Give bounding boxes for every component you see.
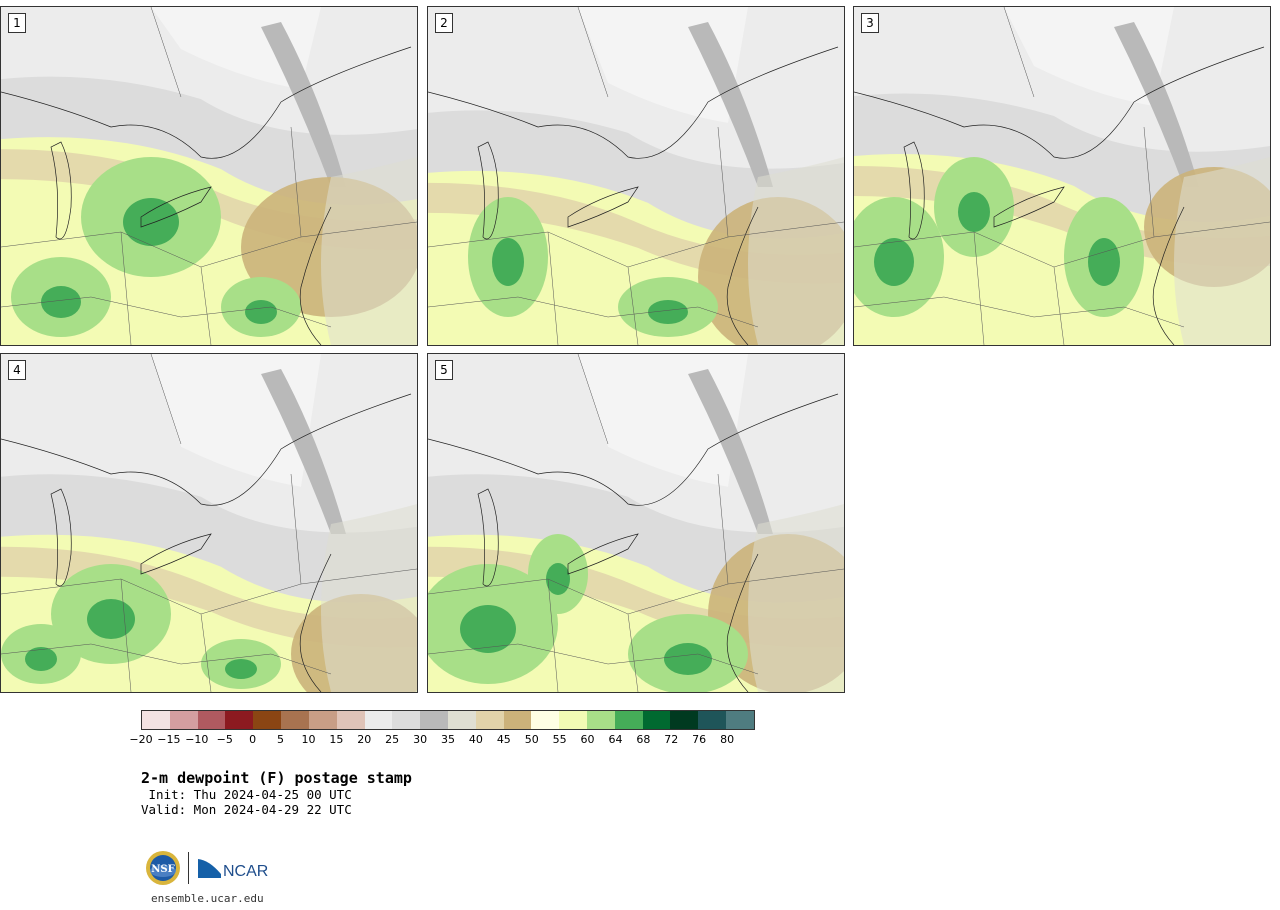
- ensemble-member-panel-3[interactable]: 3: [853, 6, 1271, 346]
- colorbar-tick-label: 64: [608, 733, 623, 746]
- colorbar-swatch: [475, 711, 504, 729]
- colorbar-tick-label: 45: [496, 733, 511, 746]
- colorbar-swatch: [614, 711, 643, 729]
- colorbar-swatch: [336, 711, 365, 729]
- colorbar-swatch: [169, 711, 198, 729]
- colorbar-tick-label: −5: [216, 733, 233, 746]
- colorbar-tick-label: 25: [385, 733, 400, 746]
- colorbar-swatch: [308, 711, 337, 729]
- plot-title: 2-m dewpoint (F) postage stamp: [141, 769, 412, 787]
- colorbar-swatch: [420, 711, 448, 729]
- sponsor-logos: NSF NCAR: [145, 850, 275, 890]
- colorbar-tick-label: −10: [185, 733, 209, 746]
- colorbar-swatch: [587, 711, 615, 729]
- dewpoint-colorbar: [141, 710, 755, 730]
- panel-number-label: 3: [861, 13, 879, 33]
- colorbar-swatch: [642, 711, 671, 729]
- dewpoint-map-1: [1, 7, 417, 345]
- colorbar-swatch: [225, 711, 254, 729]
- init-time: Init: Thu 2024-04-25 00 UTC: [141, 787, 352, 802]
- colorbar-tick-label: 30: [413, 733, 428, 746]
- colorbar-tick-label: −20: [129, 733, 153, 746]
- colorbar-swatch: [392, 711, 421, 729]
- colorbar-tick-label: −15: [157, 733, 181, 746]
- logo-divider: [188, 852, 189, 884]
- colorbar-swatch: [559, 711, 587, 729]
- website-url: ensemble.ucar.edu: [151, 892, 264, 905]
- colorbar-tick-label: 40: [468, 733, 483, 746]
- dewpoint-map-2: [428, 7, 844, 345]
- ensemble-member-panel-1[interactable]: 1: [0, 6, 418, 346]
- colorbar-tick-label: 72: [664, 733, 679, 746]
- colorbar-tick-label: 80: [720, 733, 735, 746]
- colorbar-swatch: [197, 711, 226, 729]
- panel-number-label: 1: [8, 13, 26, 33]
- nsf-logo-icon: NSF: [146, 851, 180, 885]
- colorbar-swatch: [531, 711, 560, 729]
- colorbar-tick-label: 76: [692, 733, 707, 746]
- panel-number-label: 4: [8, 360, 26, 380]
- colorbar-tick-label: 0: [249, 733, 257, 746]
- colorbar-tick-labels: −20 −15 −10 −5 0 5 10 15 20 25 30 35 40 45 50 55 60 64 68 7…: [129, 733, 755, 747]
- colorbar-tick-label: 10: [301, 733, 316, 746]
- svg-text:NCAR: NCAR: [223, 863, 268, 880]
- colorbar-swatch: [142, 711, 170, 729]
- dewpoint-map-5: [428, 354, 844, 692]
- dewpoint-map-4: [1, 354, 417, 692]
- colorbar-tick-label: 5: [277, 733, 285, 746]
- colorbar-swatch: [253, 711, 282, 729]
- dewpoint-map-3: [854, 7, 1270, 345]
- svg-text:NSF: NSF: [151, 864, 174, 875]
- ncar-logo-icon: NCAR: [198, 859, 268, 880]
- colorbar-tick-label: 68: [636, 733, 651, 746]
- panel-number-label: 5: [435, 360, 453, 380]
- colorbar-tick-label: 60: [580, 733, 595, 746]
- colorbar-swatch: [670, 711, 699, 729]
- colorbar-tick-label: 50: [524, 733, 539, 746]
- panel-number-label: 2: [435, 13, 453, 33]
- valid-time: Valid: Mon 2024-04-29 22 UTC: [141, 802, 352, 817]
- colorbar-tick-label: 15: [329, 733, 344, 746]
- colorbar-tick-label: 20: [357, 733, 372, 746]
- colorbar-swatch: [447, 711, 476, 729]
- colorbar-swatch: [364, 711, 393, 729]
- ensemble-member-panel-2[interactable]: 2: [427, 6, 845, 346]
- colorbar-swatch: [281, 711, 309, 729]
- colorbar-swatch: [726, 711, 754, 729]
- ensemble-member-panel-5[interactable]: 5: [427, 353, 845, 693]
- ensemble-member-panel-4[interactable]: 4: [0, 353, 418, 693]
- colorbar-swatch: [698, 711, 727, 729]
- colorbar-tick-label: 35: [441, 733, 455, 746]
- colorbar-tick-label: 55: [552, 733, 567, 746]
- colorbar-swatch: [503, 711, 532, 729]
